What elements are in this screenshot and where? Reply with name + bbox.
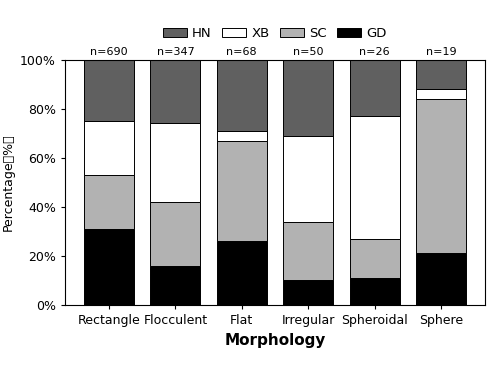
Bar [284,136,333,222]
Text: n=347: n=347 [156,47,194,57]
Bar [350,116,400,239]
X-axis label: Morphology: Morphology [224,333,326,347]
Bar [416,60,466,89]
Bar [217,141,266,241]
Text: n=68: n=68 [226,47,257,57]
Text: n=26: n=26 [360,47,390,57]
Bar [350,239,400,278]
Bar [150,202,200,266]
Text: n=50: n=50 [293,47,324,57]
Text: n=690: n=690 [90,47,128,57]
Bar [284,60,333,136]
Bar [84,175,134,229]
Bar [350,60,400,116]
Bar [284,280,333,305]
Bar [350,278,400,305]
Bar [150,266,200,305]
Bar [284,222,333,280]
Bar [416,253,466,305]
Bar [150,124,200,202]
Legend: HN, XB, SC, GD: HN, XB, SC, GD [158,22,392,45]
Bar [150,60,200,124]
Bar [84,229,134,305]
Bar [416,89,466,99]
Bar [217,131,266,141]
Bar [84,121,134,175]
Bar [217,60,266,131]
Y-axis label: Percentage（%）: Percentage（%） [2,134,15,231]
Text: n=19: n=19 [426,47,456,57]
Bar [416,99,466,253]
Bar [217,241,266,305]
Bar [84,60,134,121]
